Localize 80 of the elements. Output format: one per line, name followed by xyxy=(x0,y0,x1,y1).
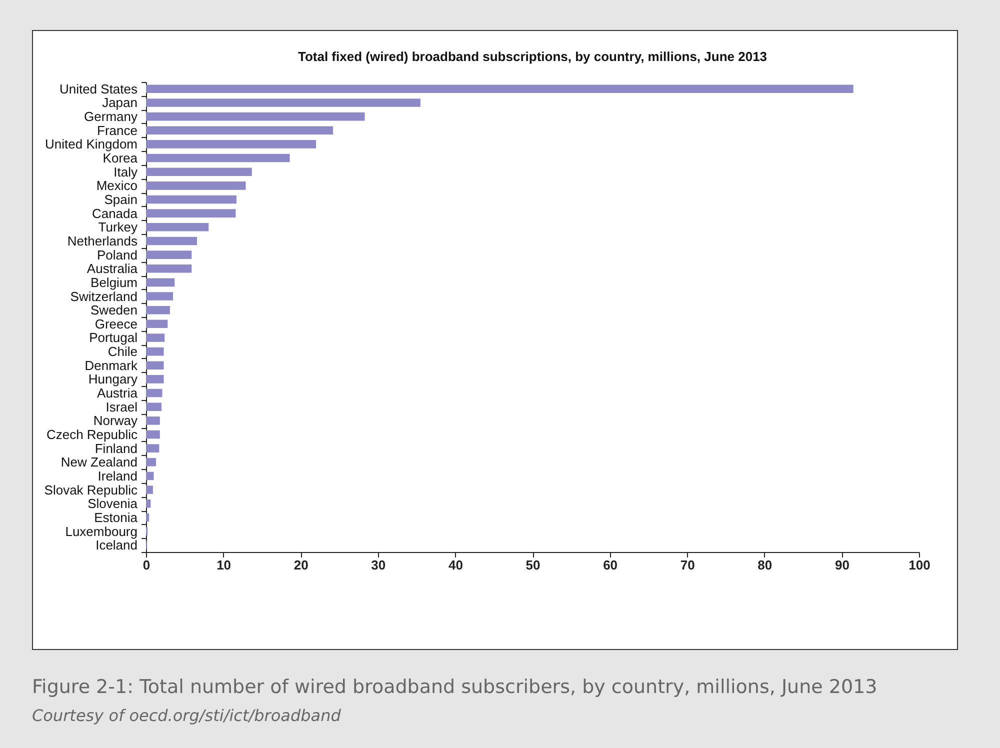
bar xyxy=(146,472,154,480)
y-tick-label: Sweden xyxy=(90,302,138,318)
x-tick-label: 70 xyxy=(680,558,695,572)
bar xyxy=(146,375,164,384)
y-tick-label: Turkey xyxy=(98,220,138,235)
x-tick-label: 10 xyxy=(216,558,232,572)
x-tick-label: 40 xyxy=(448,558,463,572)
text: Courtesy of oecd.org/sti/ict/broadband xyxy=(32,706,342,725)
x-tick-label: 100 xyxy=(908,558,930,572)
y-tick-label: Switzerland xyxy=(70,288,138,304)
bar xyxy=(146,140,316,148)
y-tick-label: France xyxy=(97,122,138,138)
bar xyxy=(146,98,420,107)
caption: Figure 2-1: Total number of wired broadband subscribers, by country, millions, June 2013 xyxy=(32,676,878,698)
bar xyxy=(146,84,854,94)
bar xyxy=(146,334,165,342)
bar xyxy=(146,416,160,425)
bar xyxy=(146,320,168,328)
bar xyxy=(146,264,192,273)
bar xyxy=(146,430,160,439)
bar xyxy=(146,458,156,466)
x-tick-label: 20 xyxy=(294,558,308,572)
y-tick-label: Ireland xyxy=(98,468,138,484)
y-tick-label: Chile xyxy=(108,344,138,360)
x-tick-label: 30 xyxy=(371,558,386,572)
y-tick-label: Belgium xyxy=(90,274,138,290)
bar xyxy=(146,486,153,494)
y-tick-label: Australia xyxy=(86,261,138,276)
y-tick-label: Italy xyxy=(114,164,138,180)
y-tick-label: Poland xyxy=(97,247,138,262)
y-tick-label: Finland xyxy=(94,440,138,456)
x-tick-label: 0 xyxy=(142,558,150,572)
bar xyxy=(146,168,252,176)
x-tick-label: 90 xyxy=(834,558,850,572)
y-tick-label: Israel xyxy=(106,399,138,414)
y-tick-label: Spain xyxy=(104,192,138,207)
bar xyxy=(146,513,150,522)
bar xyxy=(146,347,164,356)
y-tick-label: Hungary xyxy=(88,372,138,387)
y-tick-label: Germany xyxy=(84,109,138,124)
bar xyxy=(146,236,198,246)
y-tick-label: Portugal xyxy=(89,330,138,346)
bar xyxy=(146,112,365,121)
y-tick-label: Denmark xyxy=(84,358,138,373)
y-tick-label: United States xyxy=(59,81,138,96)
y-tick-label: United Kingdom xyxy=(45,136,138,152)
bar xyxy=(146,292,174,300)
bar xyxy=(146,182,246,190)
y-tick-label: Japan xyxy=(102,95,138,110)
bar xyxy=(146,402,162,411)
y-tick-label: Korea xyxy=(102,150,138,166)
bar xyxy=(146,444,160,452)
y-tick-label: Mexico xyxy=(96,178,138,194)
x-tick-label: 60 xyxy=(603,558,618,572)
bar xyxy=(146,278,175,287)
bar xyxy=(146,195,236,204)
y-tick-label: Austria xyxy=(97,386,138,401)
bar xyxy=(146,306,170,314)
bar xyxy=(146,388,162,398)
y-tick-label: Slovenia xyxy=(88,496,138,512)
y-tick-label: Norway xyxy=(93,413,138,428)
x-tick-label: 80 xyxy=(758,558,772,572)
y-tick-label: Slovak Republic xyxy=(44,482,138,498)
bar xyxy=(146,209,236,218)
chart-title: Total fixed (wired) broadband subscriptions, by country, millions, June 2013 xyxy=(298,49,768,64)
bar xyxy=(146,250,192,259)
y-tick-label: New Zealand xyxy=(60,454,138,470)
bar xyxy=(146,223,209,232)
y-tick-label: Czech Republic xyxy=(46,427,138,442)
y-tick-label: Estonia xyxy=(94,510,138,525)
bar xyxy=(146,154,290,162)
bar xyxy=(146,499,151,508)
y-tick-label: Luxembourg xyxy=(65,524,138,539)
x-tick-label: 50 xyxy=(526,558,540,572)
bar xyxy=(146,126,334,135)
y-tick-label: Canada xyxy=(92,206,138,221)
bar xyxy=(146,361,164,370)
y-tick-label: Greece xyxy=(94,316,138,332)
y-tick-label: Netherlands xyxy=(67,233,138,248)
y-tick-label: Iceland xyxy=(96,538,138,553)
